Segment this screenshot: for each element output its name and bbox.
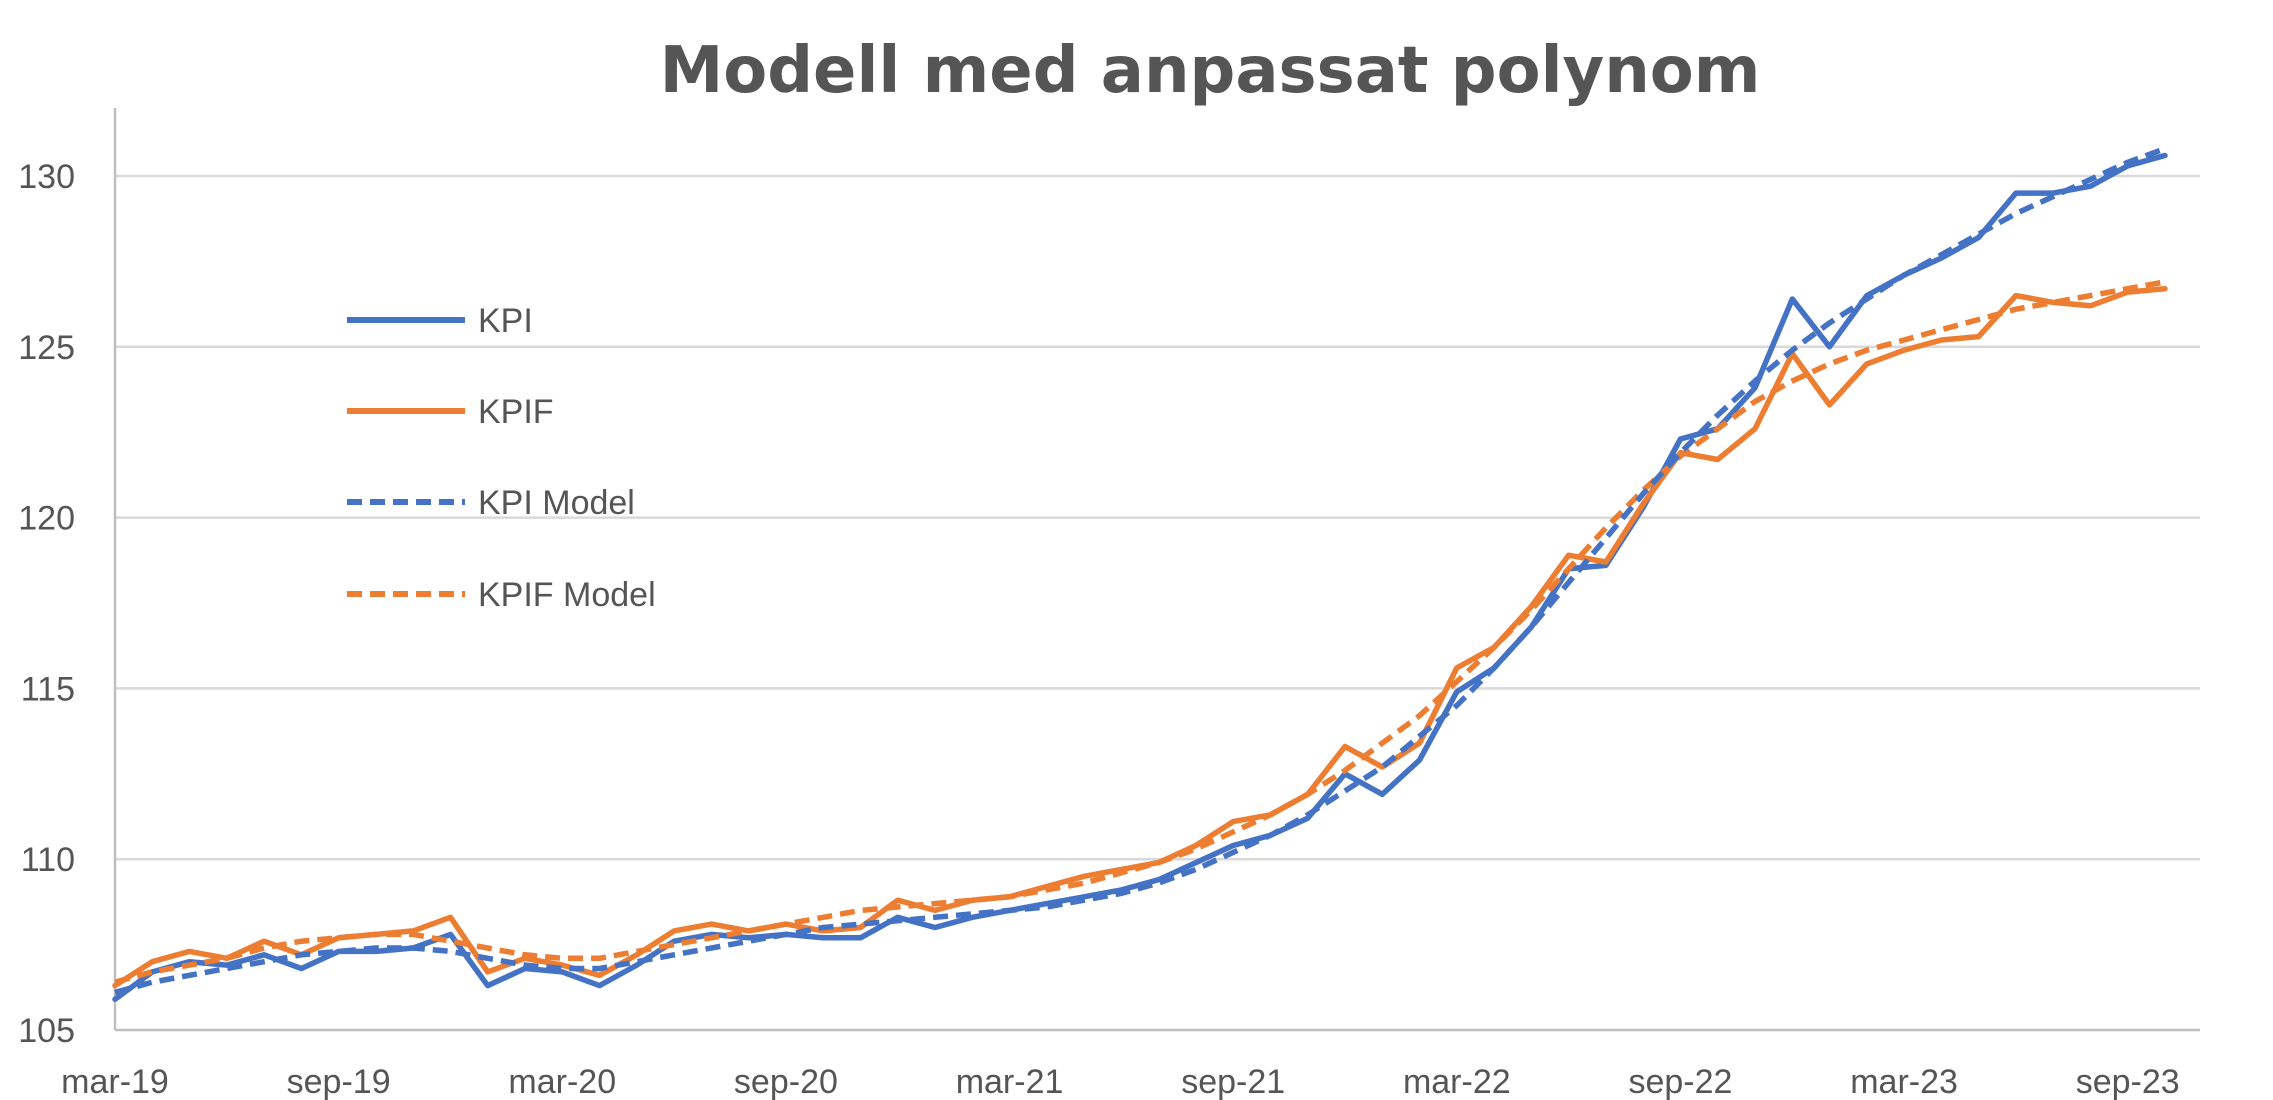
series-line-kpi-model: [114, 146, 2166, 996]
series-line-kpif-model: [114, 279, 2166, 985]
x-tick-label-mar-22: mar-22: [1403, 1063, 1511, 1100]
gridlines: [115, 174, 2200, 861]
y-tick-label-110: 110: [21, 841, 75, 879]
x-tick-label-sep-19: sep-19: [287, 1063, 391, 1100]
legend-item-kpif-model[interactable]: KPIF Model: [347, 576, 656, 614]
x-tick-label-sep-20: sep-20: [734, 1063, 838, 1100]
axes: [113, 108, 2200, 1032]
series-lines: [112, 146, 2168, 1003]
x-tick-label-mar-20: mar-20: [508, 1063, 616, 1100]
series-line-kpif: [112, 285, 2168, 989]
y-tick-label-125: 125: [18, 329, 75, 367]
x-tick-label-sep-21: sep-21: [1181, 1063, 1285, 1100]
x-tick-labels: mar-19 sep-19 mar-20 sep-20 mar-21 sep-21 mar-…: [61, 1063, 2180, 1100]
legend-label-kpif: KPIF: [478, 393, 554, 431]
legend-label-kpi-model: KPI Model: [478, 484, 635, 522]
x-tick-label-sep-22: sep-22: [1628, 1063, 1732, 1100]
series-line-kpi: [112, 152, 2168, 1003]
legend-label-kpi: KPI: [478, 302, 533, 340]
legend-item-kpi-model[interactable]: KPI Model: [347, 484, 635, 522]
y-tick-label-120: 120: [18, 500, 75, 538]
y-tick-labels: 105 110 115 120 125 130: [18, 158, 75, 1050]
x-tick-label-mar-19: mar-19: [61, 1063, 169, 1100]
x-tick-label-mar-23: mar-23: [1850, 1063, 1958, 1100]
legend-item-kpi[interactable]: KPI: [347, 302, 533, 340]
x-tick-label-mar-21: mar-21: [956, 1063, 1064, 1100]
legend-label-kpif-model: KPIF Model: [478, 576, 656, 614]
x-tick-label-sep-23: sep-23: [2076, 1063, 2180, 1100]
y-tick-label-115: 115: [21, 670, 75, 708]
chart-title: Modell med anpassat polynom: [660, 34, 1761, 108]
legend[interactable]: KPI KPIF KPI Model KPIF Model: [347, 302, 656, 614]
legend-item-kpif[interactable]: KPIF: [347, 393, 554, 431]
y-tick-label-105: 105: [18, 1012, 75, 1050]
y-tick-label-130: 130: [18, 158, 75, 196]
